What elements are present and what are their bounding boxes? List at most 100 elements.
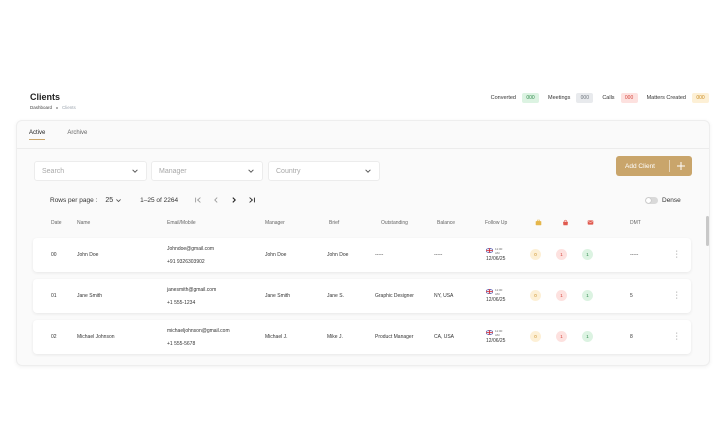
follow-time: 11:00	[495, 288, 503, 292]
bag-icon	[563, 219, 568, 226]
stat-converted-label: Converted	[490, 95, 516, 101]
breadcrumb-dashboard[interactable]: Dashboard	[30, 105, 53, 110]
briefcase-icon	[535, 219, 542, 226]
row-brief: John Doe	[327, 252, 349, 258]
stat-matters-label: Matters Created	[646, 95, 686, 101]
plus-icon	[677, 162, 685, 170]
row-email[interactable]: michaeljohnson@gmail.com	[167, 328, 230, 334]
count-badge-yellow[interactable]: 0	[530, 249, 541, 260]
more-vert-icon[interactable]: · · ·	[675, 330, 678, 343]
row-balance: -----	[434, 252, 443, 258]
count-badge-red[interactable]: 1	[556, 249, 567, 260]
row-balance: NY, USA	[434, 293, 454, 299]
col-balance[interactable]: Balance	[437, 220, 456, 226]
row-manager: John Doe	[265, 252, 287, 258]
row-brief: Mike J.	[327, 334, 343, 340]
col-brief[interactable]: Brief	[329, 220, 340, 226]
follow-time: 11:00	[495, 329, 503, 333]
row-name: Jane Smith	[77, 293, 103, 299]
row-manager: Jane Smith	[265, 293, 291, 299]
dense-toggle[interactable]: Dense	[645, 197, 681, 204]
follow-date: 12/06/25	[486, 338, 506, 344]
row-brief: Jane S.	[327, 293, 344, 299]
chevron-down-icon	[132, 169, 138, 173]
count-badge-green[interactable]: 1	[582, 249, 593, 260]
stat-meetings-badge: 000	[576, 93, 594, 103]
row-dmt: 8	[630, 334, 633, 340]
mail-icon	[587, 220, 594, 225]
row-mobile[interactable]: +1 555-5678	[167, 341, 196, 347]
dense-switch[interactable]	[645, 197, 658, 204]
row-mobile[interactable]: +1 555-1234	[167, 300, 196, 306]
col-dmt[interactable]: DMT	[630, 220, 641, 226]
count-badge-red[interactable]: 1	[556, 331, 567, 342]
manager-placeholder: Manager	[159, 167, 187, 175]
table-row[interactable]: 00 John Doe Johndoe@gmail.com +91 932630…	[33, 238, 691, 272]
row-mobile[interactable]: +91 9326303902	[167, 259, 205, 265]
table-header: Date Name Email/Mobile Manager Brief Out…	[17, 219, 709, 230]
follow-date: 12/06/25	[486, 256, 506, 262]
col-name[interactable]: Name	[77, 220, 91, 226]
breadcrumb-clients: Clients	[62, 105, 76, 110]
rows-per-page-label: Rows per page :	[50, 196, 98, 204]
first-page-icon[interactable]	[194, 196, 202, 204]
count-badge-red[interactable]: 1	[556, 290, 567, 301]
manager-select[interactable]: Manager	[151, 161, 263, 181]
follow-ampm: AM	[495, 333, 500, 337]
follow-ampm: AM	[495, 292, 500, 296]
next-page-icon[interactable]	[230, 196, 238, 204]
uk-flag-icon	[486, 330, 493, 335]
uk-flag-icon	[486, 289, 493, 294]
table-row[interactable]: 0 1 Jane Smith janesmith@gmail.com +1 555…	[33, 279, 691, 313]
tab-active[interactable]: Active	[29, 130, 46, 140]
row-follow-up[interactable]: 11:00 AM 12/06/25	[486, 247, 505, 262]
row-name: John Doe	[77, 252, 99, 258]
more-vert-icon[interactable]: · · ·	[675, 289, 678, 302]
count-badge-green[interactable]: 1	[582, 290, 593, 301]
count-badge-yellow[interactable]: 0	[530, 331, 541, 342]
row-date: 00	[51, 252, 57, 258]
row-name: Michael Johnson	[77, 334, 115, 340]
table-row[interactable]: 02 Michael Johnson michaeljohnson@gmail.…	[33, 320, 691, 354]
breadcrumb-separator	[56, 106, 59, 109]
col-outstanding[interactable]: Outstanding	[381, 220, 408, 226]
stat-calls-badge: 000	[620, 93, 638, 103]
search-input[interactable]: Search	[34, 161, 147, 181]
row-email[interactable]: janesmith@gmail.com	[167, 287, 217, 293]
tabs: Active Archive	[29, 130, 109, 140]
row-dmt: 5	[630, 293, 633, 299]
col-date[interactable]: Date	[51, 220, 62, 226]
country-select[interactable]: Country	[268, 161, 380, 181]
row-balance: CA, USA	[434, 334, 455, 340]
button-separator	[669, 160, 670, 172]
row-date: 02	[51, 334, 57, 340]
page-title: Clients	[30, 92, 61, 102]
count-badge-green[interactable]: 1	[582, 331, 593, 342]
prev-page-icon[interactable]	[212, 196, 220, 204]
row-email[interactable]: Johndoe@gmail.com	[167, 246, 215, 252]
stat-meetings-label: Meetings	[548, 95, 571, 101]
row-outstanding: Product Manager	[375, 334, 414, 340]
chevron-down-icon[interactable]	[115, 197, 122, 204]
tab-archive[interactable]: Archive	[67, 130, 88, 136]
vertical-scrollbar[interactable]	[706, 216, 709, 246]
row-follow-up[interactable]: 11:00 AM 12/06/25	[486, 329, 505, 344]
row-dmt: -----	[630, 252, 639, 258]
stat-converted-badge: 000	[522, 93, 539, 103]
row-follow-up[interactable]: 11:00 AM 12/06/25	[486, 288, 505, 303]
dense-label: Dense	[662, 197, 681, 204]
page-range: 1–25 of 2264	[140, 196, 179, 204]
follow-date: 12/06/25	[486, 297, 506, 303]
col-follow-up[interactable]: Follow Up	[485, 220, 508, 226]
rows-per-page-select[interactable]: 25	[105, 196, 114, 204]
search-placeholder: Search	[42, 167, 65, 175]
chevron-down-icon	[248, 169, 254, 173]
count-badge-yellow[interactable]: 0	[530, 290, 541, 301]
col-manager[interactable]: Manager	[265, 220, 285, 226]
more-vert-icon[interactable]: · · ·	[675, 248, 678, 261]
breadcrumb: Dashboard Clients	[30, 105, 76, 110]
col-email-mobile[interactable]: Email/Mobile	[167, 220, 196, 226]
last-page-icon[interactable]	[248, 196, 256, 204]
stat-calls-label: Calls	[602, 95, 615, 101]
add-client-button[interactable]: Add Client	[616, 156, 692, 176]
